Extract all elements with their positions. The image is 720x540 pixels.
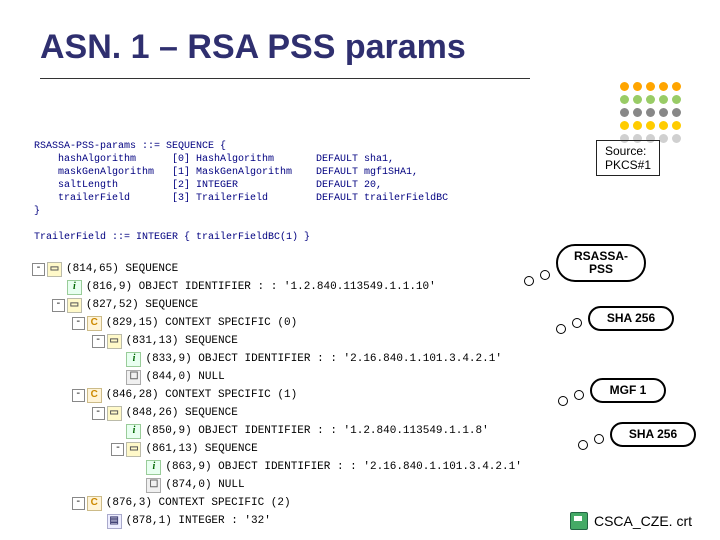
cloud-connector-dot xyxy=(524,276,534,286)
tree-node-label: (848,26) SEQUENCE xyxy=(126,404,238,422)
asn1-definition: RSASSA-PSS-params ::= SEQUENCE { hashAlg… xyxy=(34,140,448,244)
cloud-connector-dot xyxy=(578,440,588,450)
source-box: Source: PKCS#1 xyxy=(596,140,660,176)
tree-node-label: (874,0) NULL xyxy=(165,476,244,494)
tree-toggle[interactable]: - xyxy=(72,497,85,510)
tree-node-label: (850,9) OBJECT IDENTIFIER : : '1.2.840.1… xyxy=(145,422,488,440)
tree-row: ☐ (874,0) NULL xyxy=(32,476,522,494)
tree-node-icon: i xyxy=(67,280,82,295)
tree-row: ☐ (844,0) NULL xyxy=(32,368,522,386)
footer: CSCA_CZE. crt xyxy=(570,512,692,530)
tree-node-label: (876,3) CONTEXT SPECIFIC (2) xyxy=(106,494,291,512)
tree-node-label: (814,65) SEQUENCE xyxy=(66,260,178,278)
title-rule xyxy=(40,78,530,79)
tree-row: -▭ (827,52) SEQUENCE xyxy=(32,296,522,314)
tree-node-icon: ▭ xyxy=(47,262,62,277)
asn1-tree: -▭(814,65) SEQUENCE i(816,9) OBJECT IDEN… xyxy=(32,260,522,530)
cloud-label: SHA 256 xyxy=(610,422,696,447)
tree-row: -C (876,3) CONTEXT SPECIFIC (2) xyxy=(32,494,522,512)
cloud-connector-dot xyxy=(558,396,568,406)
tree-node-icon: i xyxy=(126,352,141,367)
footer-text: CSCA_CZE. crt xyxy=(594,513,692,529)
tree-toggle[interactable]: - xyxy=(32,263,45,276)
tree-row: -▭ (861,13) SEQUENCE xyxy=(32,440,522,458)
tree-node-icon: ▤ xyxy=(107,514,122,529)
tree-row: -C (829,15) CONTEXT SPECIFIC (0) xyxy=(32,314,522,332)
tree-toggle[interactable]: - xyxy=(52,299,65,312)
tree-node-icon: i xyxy=(126,424,141,439)
tree-row: i (863,9) OBJECT IDENTIFIER : : '2.16.840… xyxy=(32,458,522,476)
tree-toggle[interactable]: - xyxy=(92,407,105,420)
tree-row: -▭ (831,13) SEQUENCE xyxy=(32,332,522,350)
tree-row: i (833,9) OBJECT IDENTIFIER : : '2.16.840… xyxy=(32,350,522,368)
tree-node-label: (827,52) SEQUENCE xyxy=(86,296,198,314)
cloud-label: MGF 1 xyxy=(590,378,666,403)
tree-toggle[interactable]: - xyxy=(72,317,85,330)
tree-row: ▤ (878,1) INTEGER : '32' xyxy=(32,512,522,530)
dots-decoration xyxy=(620,82,682,144)
tree-row: -▭ (848,26) SEQUENCE xyxy=(32,404,522,422)
cloud-connector-dot xyxy=(556,324,566,334)
tree-node-icon: C xyxy=(87,316,102,331)
tree-toggle[interactable]: - xyxy=(111,443,124,456)
cloud-connector-dot xyxy=(540,270,550,280)
tree-node-label: (861,13) SEQUENCE xyxy=(145,440,257,458)
tree-node-label: (863,9) OBJECT IDENTIFIER : : '2.16.840.… xyxy=(165,458,521,476)
cloud-connector-dot xyxy=(594,434,604,444)
cloud-label: SHA 256 xyxy=(588,306,674,331)
slide-title: ASN. 1 – RSA PSS params xyxy=(40,28,466,67)
tree-row: i (816,9) OBJECT IDENTIFIER : : '1.2.840.… xyxy=(32,278,522,296)
tree-node-icon: ▭ xyxy=(107,406,122,421)
source-l1: Source: xyxy=(605,144,646,158)
tree-node-label: (878,1) INTEGER : '32' xyxy=(126,512,271,530)
tree-row: -▭ (814,65) SEQUENCE xyxy=(32,260,522,278)
tree-toggle[interactable]: - xyxy=(72,389,85,402)
cloud-connector-dot xyxy=(572,318,582,328)
tree-node-label: (829,15) CONTEXT SPECIFIC (0) xyxy=(106,314,297,332)
source-l2: PKCS#1 xyxy=(605,158,651,172)
tree-node-label: (816,9) OBJECT IDENTIFIER : : '1.2.840.1… xyxy=(86,278,436,296)
tree-row: -C (846,28) CONTEXT SPECIFIC (1) xyxy=(32,386,522,404)
tree-node-icon: ☐ xyxy=(126,370,141,385)
tree-node-label: (831,13) SEQUENCE xyxy=(126,332,238,350)
tree-node-icon: ▭ xyxy=(67,298,82,313)
tree-node-icon: ☐ xyxy=(146,478,161,493)
tree-node-icon: i xyxy=(146,460,161,475)
tree-node-icon: C xyxy=(87,496,102,511)
tree-node-icon: C xyxy=(87,388,102,403)
tree-node-icon: ▭ xyxy=(107,334,122,349)
cloud-label: RSASSA-PSS xyxy=(556,244,646,282)
tree-node-label: (833,9) OBJECT IDENTIFIER : : '2.16.840.… xyxy=(145,350,501,368)
tree-node-label: (844,0) NULL xyxy=(145,368,224,386)
cloud-connector-dot xyxy=(574,390,584,400)
tree-toggle[interactable]: - xyxy=(92,335,105,348)
tree-node-label: (846,28) CONTEXT SPECIFIC (1) xyxy=(106,386,297,404)
save-icon xyxy=(570,512,588,530)
tree-node-icon: ▭ xyxy=(126,442,141,457)
tree-row: i (850,9) OBJECT IDENTIFIER : : '1.2.840.… xyxy=(32,422,522,440)
